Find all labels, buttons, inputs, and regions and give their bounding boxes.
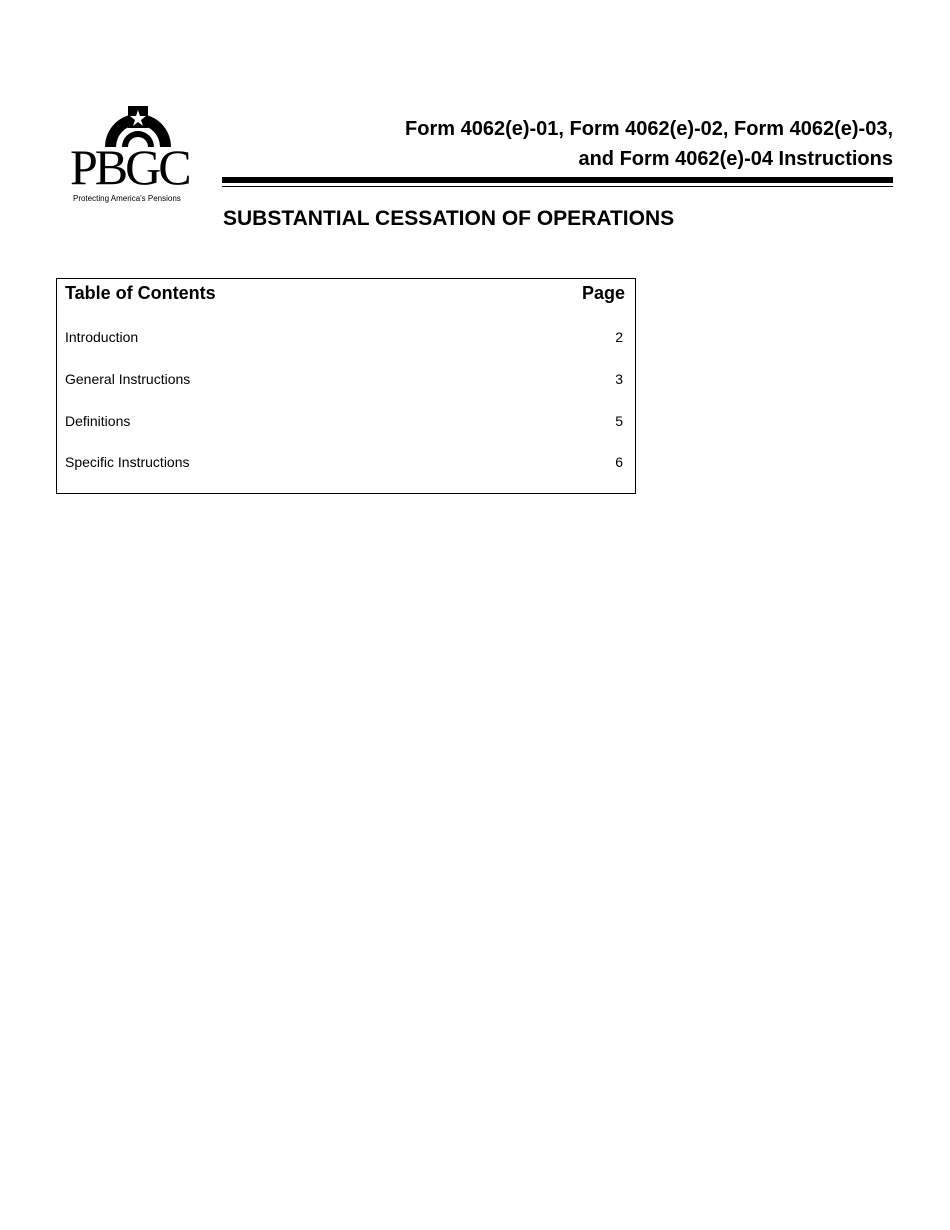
toc-entry[interactable]: Specific Instructions 6 bbox=[65, 454, 623, 470]
title-line-1: Form 4062(e)-01, Form 4062(e)-02, Form 4… bbox=[405, 118, 893, 140]
logo-text: PBGC bbox=[70, 139, 192, 195]
toc-entry-label: Definitions bbox=[65, 413, 131, 429]
document-title: Form 4062(e)-01, Form 4062(e)-02, Form 4… bbox=[405, 114, 893, 174]
toc-page-heading: Page bbox=[581, 283, 625, 303]
header-rule-thin bbox=[222, 186, 893, 187]
pbgc-logo: PBGC Protecting America's Pensions bbox=[70, 102, 205, 203]
toc-entry-page: 3 bbox=[615, 371, 623, 387]
toc-entry-label: General Instructions bbox=[65, 371, 191, 387]
toc-entry-page: 5 bbox=[615, 413, 623, 429]
logo-tagline: Protecting America's Pensions bbox=[73, 194, 181, 203]
toc-entry[interactable]: General Instructions 3 bbox=[65, 371, 623, 387]
toc-entry[interactable]: Definitions 5 bbox=[65, 413, 623, 429]
title-line-2: and Form 4062(e)-04 Instructions bbox=[578, 148, 893, 170]
toc-heading: Table of Contents bbox=[65, 283, 216, 303]
toc-entry-page: 6 bbox=[615, 454, 623, 470]
page-subtitle: SUBSTANTIAL CESSATION OF OPERATIONS bbox=[223, 207, 675, 230]
table-of-contents: Table of Contents Page Introduction 2 Ge… bbox=[56, 278, 636, 494]
toc-entry-label: Specific Instructions bbox=[65, 454, 190, 470]
toc-entry-label: Introduction bbox=[65, 329, 139, 345]
toc-entry-page: 2 bbox=[615, 329, 623, 345]
header-rule-thick bbox=[222, 177, 893, 183]
toc-entry[interactable]: Introduction 2 bbox=[65, 329, 623, 345]
dome-star-icon bbox=[105, 106, 171, 147]
